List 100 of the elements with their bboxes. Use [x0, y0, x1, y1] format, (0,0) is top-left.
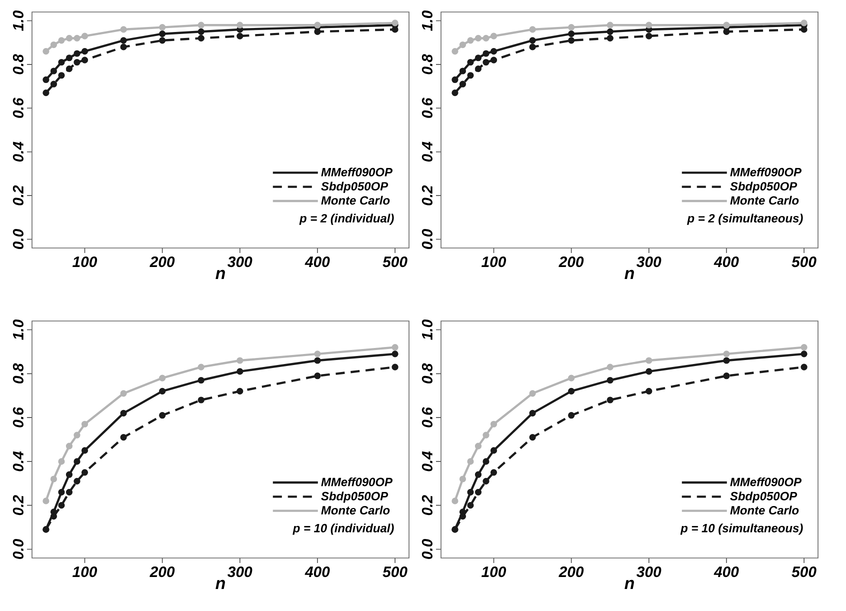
- x-tick-label: 200: [150, 256, 175, 268]
- point: [467, 502, 474, 509]
- point: [314, 22, 321, 28]
- point: [198, 28, 204, 35]
- point: [723, 357, 730, 364]
- point: [66, 488, 73, 496]
- y-tick-label: 1.0: [12, 320, 24, 340]
- point: [529, 37, 536, 44]
- point: [50, 476, 58, 482]
- x-tick-label: 300: [228, 256, 252, 268]
- x-tick-label: 300: [228, 566, 252, 578]
- x-tick-label: 100: [72, 256, 98, 268]
- point: [474, 54, 482, 62]
- x-tick-label: 200: [558, 566, 584, 578]
- annotation: p = 2 (simultaneous): [686, 214, 803, 225]
- point: [392, 364, 398, 370]
- point: [474, 442, 482, 450]
- point: [81, 447, 88, 454]
- point: [482, 50, 490, 57]
- point: [467, 488, 474, 496]
- y-tick-label: 0.2: [12, 495, 24, 516]
- annotation: p = 10 (simultaneous): [680, 524, 803, 535]
- point: [646, 22, 652, 28]
- point: [459, 80, 466, 88]
- legend-label: Monte Carlo: [321, 506, 390, 515]
- y-tick-label: 0.6: [12, 98, 24, 118]
- x-tick-label: 200: [558, 256, 584, 268]
- point: [314, 372, 321, 380]
- point: [159, 388, 166, 395]
- y-tick-label: 0.8: [12, 54, 24, 74]
- point: [42, 498, 50, 504]
- x-axis-title: n: [216, 270, 225, 280]
- point: [42, 48, 50, 55]
- y-tick-label: 0.0: [12, 229, 24, 250]
- x-tick-label: 400: [304, 566, 330, 578]
- point: [467, 37, 474, 44]
- point: [66, 442, 73, 450]
- point: [236, 357, 244, 364]
- point: [490, 56, 498, 64]
- point: [66, 66, 73, 72]
- point: [81, 420, 88, 428]
- point: [723, 350, 730, 358]
- point: [606, 396, 614, 404]
- point: [467, 458, 474, 465]
- legend-label: MMeff090OP: [730, 477, 802, 486]
- point: [467, 58, 474, 66]
- x-tick-label: 200: [150, 566, 175, 578]
- x-tick-label: 400: [714, 256, 739, 268]
- y-tick-label: 0.0: [422, 538, 432, 559]
- y-tick-label: 1.0: [422, 320, 432, 340]
- y-tick-label: 0.8: [422, 363, 432, 384]
- x-axis-title: n: [624, 270, 634, 280]
- x-tick-label: 100: [72, 566, 98, 578]
- y-tick-label: 0.4: [12, 451, 24, 472]
- point: [606, 364, 614, 370]
- y-tick-label: 0.0: [422, 229, 432, 250]
- point: [452, 90, 458, 96]
- point: [58, 37, 65, 44]
- point: [800, 26, 808, 33]
- point: [81, 48, 88, 55]
- legend-label: MMeff090OP: [321, 168, 393, 176]
- legend-label: Sbdp050OP: [730, 182, 798, 193]
- point: [66, 54, 73, 62]
- point: [529, 44, 536, 50]
- point: [529, 410, 536, 416]
- point: [159, 30, 166, 38]
- point: [568, 24, 575, 31]
- point: [568, 388, 575, 395]
- point: [50, 41, 58, 48]
- point: [646, 388, 652, 395]
- point: [198, 22, 204, 28]
- point: [392, 26, 398, 33]
- y-tick-label: 0.2: [422, 185, 432, 206]
- point: [606, 34, 614, 42]
- point: [236, 22, 244, 28]
- point: [452, 498, 458, 504]
- legend-label: Monte Carlo: [730, 196, 799, 205]
- y-tick-label: 0.8: [12, 363, 24, 384]
- point: [198, 34, 204, 42]
- point: [568, 30, 575, 38]
- legend-label: Sbdp050OP: [321, 182, 388, 193]
- point: [459, 513, 466, 520]
- point: [50, 80, 58, 88]
- y-tick-label: 0.2: [12, 185, 24, 206]
- point: [66, 471, 73, 478]
- point: [490, 469, 498, 476]
- point: [490, 420, 498, 428]
- legend-label: Monte Carlo: [321, 196, 390, 205]
- point: [606, 28, 614, 35]
- point: [646, 32, 652, 40]
- point: [459, 41, 466, 48]
- x-tick-label: 500: [382, 256, 408, 268]
- point: [120, 37, 127, 44]
- point: [159, 412, 166, 419]
- point: [74, 432, 80, 438]
- x-tick-label: 400: [304, 256, 330, 268]
- point: [66, 34, 73, 42]
- point: [482, 34, 490, 42]
- point: [236, 32, 244, 40]
- point: [392, 350, 398, 358]
